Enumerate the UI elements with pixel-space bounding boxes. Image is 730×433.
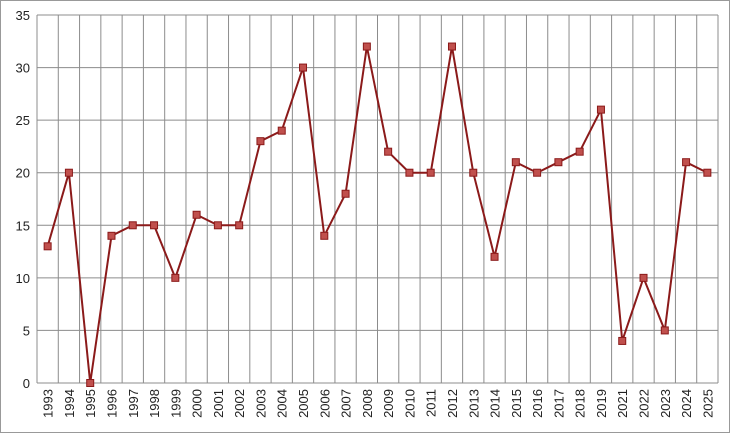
x-tick-label: 2001 [211, 389, 226, 418]
marker [299, 63, 308, 72]
x-tick-label: 2003 [253, 389, 268, 418]
marker [554, 158, 563, 167]
y-tick-label: 0 [23, 376, 30, 391]
marker [639, 273, 648, 282]
x-tick-label: 1998 [147, 389, 162, 418]
marker [362, 42, 371, 51]
marker [235, 221, 244, 230]
marker [320, 231, 329, 240]
marker [533, 168, 542, 177]
marker [64, 168, 73, 177]
x-tick-label: 1999 [168, 389, 183, 418]
x-tick-label: 1997 [126, 389, 141, 418]
x-tick-label: 2011 [424, 389, 439, 417]
x-tick-label: 2017 [551, 389, 566, 418]
x-tick-label: 2014 [488, 389, 503, 418]
x-tick-label: 1994 [62, 389, 77, 418]
x-tick-label: 2023 [658, 389, 673, 418]
x-tick-label: 2008 [360, 389, 375, 418]
x-tick-label: 2002 [232, 389, 247, 418]
x-tick-label: 2004 [275, 389, 290, 418]
y-tick-label: 15 [16, 218, 30, 233]
marker [171, 273, 180, 282]
y-tick-label: 10 [16, 271, 30, 286]
x-tick-label: 2006 [317, 389, 332, 418]
marker [256, 137, 265, 146]
x-tick-label: 2012 [445, 389, 460, 418]
x-tick-label: 2015 [509, 389, 524, 418]
x-tick-label: 2016 [530, 389, 545, 418]
x-tick-label: 2018 [573, 389, 588, 418]
x-tick-label: 2009 [381, 389, 396, 418]
y-tick-label: 5 [23, 323, 30, 338]
marker [384, 147, 393, 156]
x-tick-label: 2024 [679, 389, 694, 418]
y-tick-label: 25 [16, 113, 30, 128]
marker [490, 252, 499, 261]
marker [682, 158, 691, 167]
marker [469, 168, 478, 177]
marker [703, 168, 712, 177]
x-tick-label: 1993 [41, 389, 56, 418]
marker [107, 231, 116, 240]
marker [596, 105, 605, 114]
marker [128, 221, 137, 230]
marker [426, 168, 435, 177]
marker [150, 221, 159, 230]
marker [192, 210, 201, 219]
x-tick-label: 2021 [615, 389, 630, 418]
x-tick-label: 2007 [339, 389, 354, 418]
x-tick-label: 1996 [104, 389, 119, 418]
marker [86, 379, 95, 387]
marker [660, 326, 669, 335]
x-tick-label: 2013 [466, 389, 481, 418]
marker [341, 189, 350, 198]
marker [511, 158, 520, 167]
x-tick-label: 2005 [296, 389, 311, 418]
marker [43, 242, 52, 251]
line [46, 46, 708, 384]
x-tick-label: 1995 [83, 389, 98, 418]
marker [575, 147, 584, 156]
marker [618, 336, 627, 345]
x-tick-label: 2019 [594, 389, 609, 418]
y-tick-label: 30 [16, 61, 30, 76]
marker [405, 168, 414, 177]
x-tick-label: 2000 [190, 389, 205, 418]
y-tick-label: 35 [16, 8, 30, 23]
marker [277, 126, 286, 135]
x-tick-label: 2025 [700, 389, 715, 418]
marker [213, 221, 222, 230]
x-tick-label: 2022 [637, 389, 652, 418]
marker [447, 42, 456, 51]
x-tick-label: 2010 [402, 389, 417, 418]
y-tick-label: 20 [16, 166, 30, 181]
